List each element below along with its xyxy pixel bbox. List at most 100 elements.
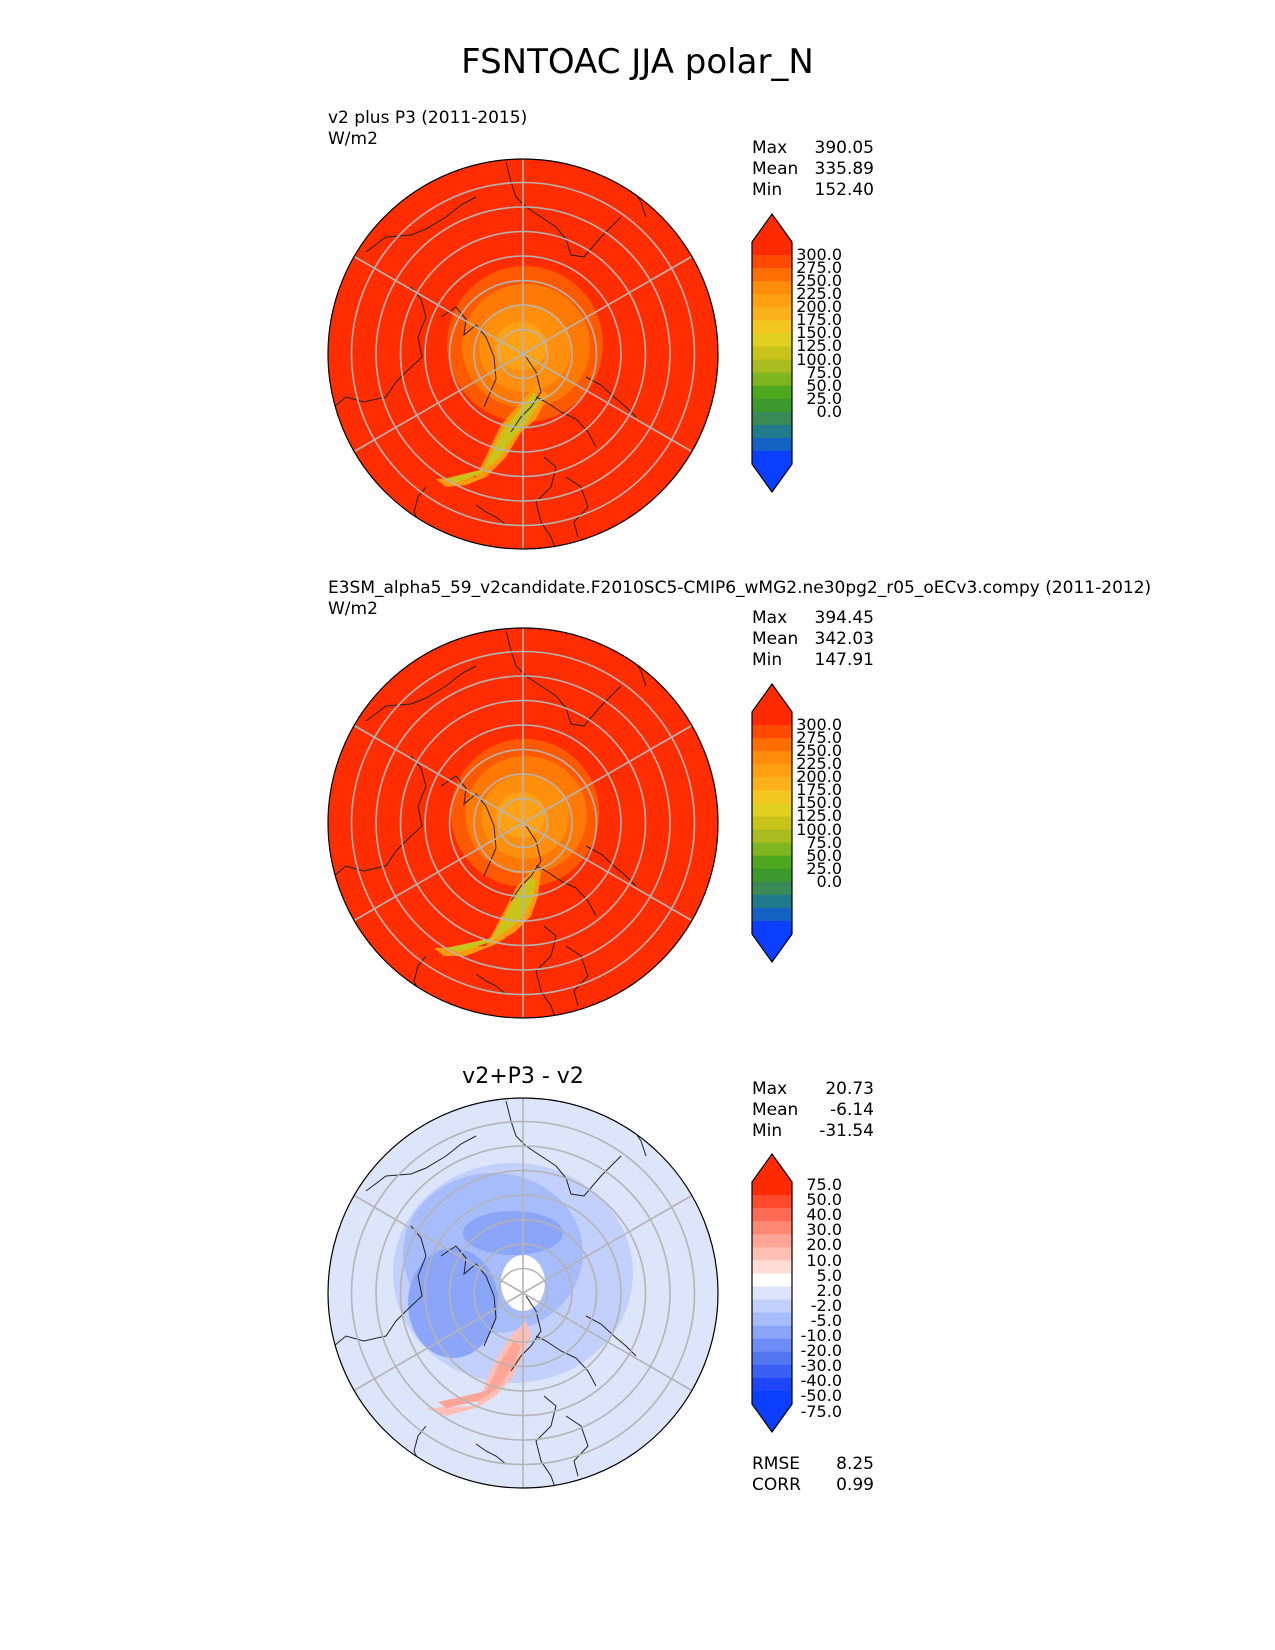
meridian-line [522,724,693,824]
colorbar-tick-label: 125.0 [796,806,842,826]
colorbar-segment [752,1377,792,1392]
colorbar-segment [752,777,792,791]
colorbar-segment [752,868,792,883]
colorbar-tick-label: 75.0 [806,362,842,382]
colorbar-outline [751,682,793,964]
meridian-line [522,1292,693,1392]
colorbar-segment [752,1260,792,1274]
panel3-polar-map [327,1097,719,1489]
colorbar-tick-label: 225.0 [796,284,842,304]
colorbar-segment [752,1390,792,1405]
colorbar-tick-label: 300.0 [796,245,842,265]
colorbar-segment [752,725,792,739]
colorbar-segment [752,1338,792,1353]
colorbar-segment [752,1234,792,1248]
field-region [446,878,536,952]
panel3-extra-stats: RMSE 8.25 CORR 0.99 [752,1454,874,1496]
coastline [440,306,497,408]
colorbar-segment [752,359,792,374]
colorbar-tick-label: 50.0 [806,375,842,395]
colorbar-segment [752,437,792,452]
colorbar-over-triangle [752,214,792,242]
colorbar-segment [752,398,792,413]
colorbar-segment [752,764,792,778]
colorbar-tick-label: 40.0 [806,1205,842,1225]
meridian-line [353,255,524,355]
colorbar-segment [752,712,792,726]
panel3-max-label: Max [752,1079,788,1099]
panel3-title: v2+P3 - v2 [462,1064,584,1089]
colorbar-segment [752,842,792,857]
colorbar-tick-label: 25.0 [806,858,842,878]
coastline [565,1415,589,1477]
coastline [505,161,622,258]
colorbar-tick-label: -2.0 [810,1295,842,1315]
colorbar-segment [752,1221,792,1235]
colorbar-segment [752,333,792,347]
coastline [535,456,557,549]
colorbar-segment [752,1208,792,1222]
coastline [535,396,597,448]
colorbar-segment [752,424,792,439]
panel3-corr-label: CORR [752,1475,801,1495]
colorbar-segment [752,738,792,752]
panel1-mean-value: 335.89 [814,159,874,179]
panel3-max-value: 20.73 [825,1079,874,1099]
colorbar-tick-label: 175.0 [796,780,842,800]
field-region [463,1211,563,1255]
colorbar-tick-label: -30.0 [800,1356,842,1376]
coastline [475,1443,507,1465]
panel2-polar-map [327,627,719,1019]
colorbar-tick-label: 0.0 [816,401,842,421]
colorbar-tick-label: 20.0 [806,1235,842,1255]
colorbar-segment [752,346,792,361]
coastline [535,925,557,1018]
meridian-line [522,822,693,922]
meridian-line [353,1292,524,1392]
colorbar-segment [752,803,792,817]
coastline [440,775,497,877]
meridian-line [353,822,524,922]
coastline [510,1295,542,1372]
map-boundary [327,158,719,550]
colorbar-tick-label: 25.0 [806,388,842,408]
colorbar-tick-label: 275.0 [796,728,842,748]
coastline [535,1395,557,1488]
panel1-min-label: Min [752,180,783,200]
colorbar-tick-label: 10.0 [806,1250,842,1270]
meridian-line [522,353,693,453]
colorbar-segment [752,790,792,804]
panel1-title-text: v2 plus P3 (2011-2015) [328,108,528,128]
colorbar-segment [752,894,792,909]
coastline [365,665,477,722]
colorbar-segment [752,881,792,896]
coastline [510,825,542,902]
panel1-mean-label: Mean [752,159,799,179]
colorbar-tick-label: 2.0 [816,1280,842,1300]
colorbar-tick-label: 225.0 [796,754,842,774]
colorbar-tick-label: 30.0 [806,1220,842,1240]
panel2-units: W/m2 [328,599,378,619]
coastline [585,845,637,887]
colorbar-under-triangle [752,1404,792,1432]
field-region [438,1341,521,1408]
colorbar-segment [752,1247,792,1261]
meridian-line [353,724,524,824]
colorbar-segment [752,1364,792,1379]
panel2-stats: Max 394.45 Mean 342.03 Min 147.91 [752,608,874,671]
panel1-max-value: 390.05 [814,138,874,158]
map-boundary [327,1097,719,1489]
panel2-mean-label: Mean [752,629,799,649]
coastline [505,1100,622,1197]
panel2-colorbar [751,682,793,964]
meridian-line [522,255,693,355]
colorbar-tick-label: 75.0 [806,832,842,852]
panel1-stats: Max 390.05 Mean 335.89 Min 152.40 [752,138,874,201]
field-region [408,1248,498,1358]
colorbar-segment [752,907,792,922]
colorbar-under-triangle [752,934,792,962]
coastline [510,356,542,433]
colorbar-outline [751,212,793,494]
panel3-min-label: Min [752,1121,783,1141]
colorbar-tick-label: 5.0 [816,1265,842,1285]
